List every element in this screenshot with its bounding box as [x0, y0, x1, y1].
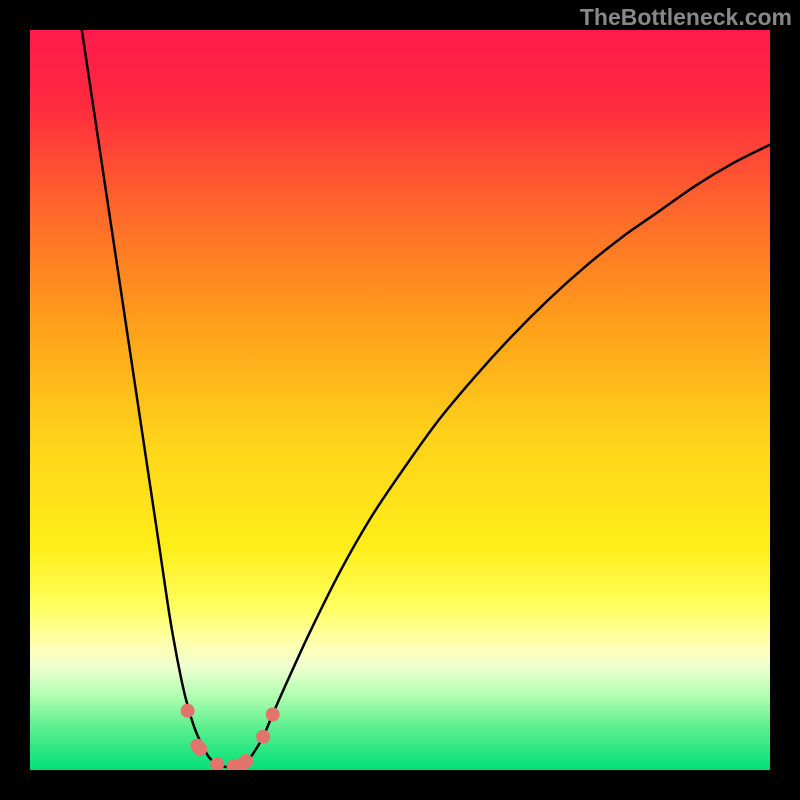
data-marker: [256, 730, 270, 744]
chart-svg: [30, 30, 770, 770]
watermark-text: TheBottleneck.com: [580, 4, 792, 31]
data-marker: [239, 754, 253, 768]
data-marker: [193, 742, 207, 756]
data-marker: [266, 708, 280, 722]
data-marker: [181, 704, 195, 718]
gradient-background: [30, 30, 770, 770]
plot-area: [30, 30, 770, 770]
